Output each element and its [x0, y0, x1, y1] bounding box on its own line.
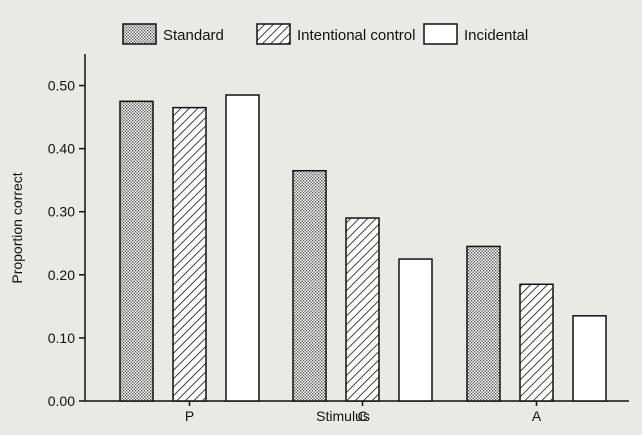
y-ticks: 0.00 0.10 0.20 0.30 0.40 0.50 [48, 78, 85, 409]
x-tick-label: A [532, 408, 542, 424]
y-tick-label: 0.20 [48, 267, 75, 283]
bar-a-dots [466, 245, 501, 402]
y-tick-label: 0.40 [48, 141, 75, 157]
legend-swatch-hatch [256, 23, 291, 45]
legend-swatch-blank [423, 23, 458, 45]
bars [119, 94, 607, 402]
legend-label: Incidental [464, 27, 528, 44]
bar-p-hatch [172, 106, 207, 402]
x-tick-label: P [185, 408, 194, 424]
y-tick-label: 0.30 [48, 204, 75, 220]
bar-p-blank [225, 94, 260, 402]
y-tick-label: 0.50 [48, 78, 75, 94]
bar-c-hatch [345, 217, 380, 402]
legend-label: Standard [163, 27, 224, 44]
y-tick-label: 0.10 [48, 330, 75, 346]
legend-label: Intentional control [297, 27, 415, 44]
x-axis-label: Stimulus [316, 408, 370, 424]
y-tick-label: 0.00 [48, 393, 75, 409]
bar-a-blank [572, 315, 607, 402]
legend: Standard Intentional control Incidental [122, 23, 528, 45]
bar-a-hatch [519, 283, 554, 402]
bar-c-dots [292, 169, 327, 402]
x-tick-label: C [357, 408, 367, 424]
legend-swatch-dots [122, 23, 157, 45]
bar-c-blank [398, 258, 433, 402]
y-axis-label: Proportion correct [9, 172, 25, 283]
bar-p-dots [119, 100, 154, 402]
